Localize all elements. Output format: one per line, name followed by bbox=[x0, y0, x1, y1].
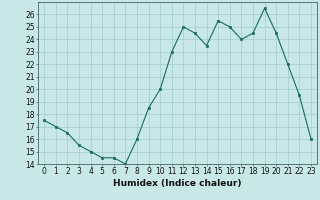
X-axis label: Humidex (Indice chaleur): Humidex (Indice chaleur) bbox=[113, 179, 242, 188]
